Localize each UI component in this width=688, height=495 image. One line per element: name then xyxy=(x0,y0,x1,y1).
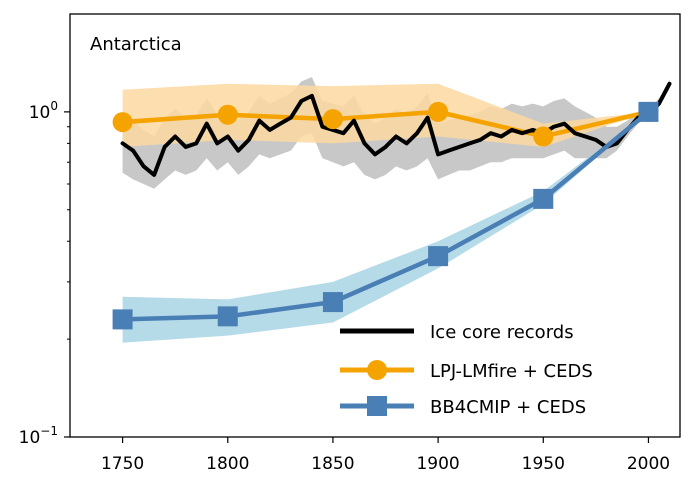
lpj-lmfire-ceds-point xyxy=(428,101,449,122)
panel-label: Antarctica xyxy=(90,34,182,55)
bb4cmip-ceds-point xyxy=(428,246,449,267)
bb4cmip-ceds-point xyxy=(638,101,659,122)
lpj-lmfire-ceds-point xyxy=(112,112,133,133)
series-markers xyxy=(112,101,659,330)
x-tick-label: 1900 xyxy=(416,454,459,474)
series-lines xyxy=(120,81,672,322)
y-tick-label: 100 xyxy=(29,99,58,123)
bb4cmip-ceds-point xyxy=(217,306,238,327)
ice-core-records-legend-label: Ice core records xyxy=(430,322,574,343)
x-tick-label: 1750 xyxy=(101,454,144,474)
bb4cmip-ceds-point xyxy=(533,188,554,209)
y-tick-label: 10−1 xyxy=(19,424,58,448)
x-tick-label: 1850 xyxy=(311,454,354,474)
axes: 1750 1800 1850 1900 1950 2000 100 10−1 xyxy=(19,99,670,474)
legend: Ice core records LPJ-LMfire + CEDS BB4CMIP… xyxy=(340,322,593,418)
bb4cmip-ceds-point xyxy=(322,292,343,313)
lpj-lmfire-ceds-point xyxy=(322,109,343,130)
bb4cmip-ceds-legend-label: BB4CMIP + CEDS xyxy=(430,397,586,418)
plot-frame xyxy=(69,13,681,438)
lpj-lmfire-ceds-legend-marker xyxy=(367,360,387,380)
bb4cmip-ceds-point xyxy=(112,309,133,330)
bb4cmip-ceds-line xyxy=(120,109,651,322)
x-tick-label: 2000 xyxy=(627,454,670,474)
x-tick-label: 1950 xyxy=(522,454,565,474)
lpj-lmfire-ceds-legend-label: LPJ-LMfire + CEDS xyxy=(430,361,593,382)
lpj-lmfire-ceds-line xyxy=(120,109,651,139)
bb4cmip-ceds-legend-marker xyxy=(367,396,387,416)
lpj-lmfire-ceds-point xyxy=(217,104,238,125)
lpj-lmfire-ceds-point xyxy=(533,126,554,147)
x-tick-label: 1800 xyxy=(206,454,249,474)
ice-core-records-line xyxy=(120,81,672,177)
